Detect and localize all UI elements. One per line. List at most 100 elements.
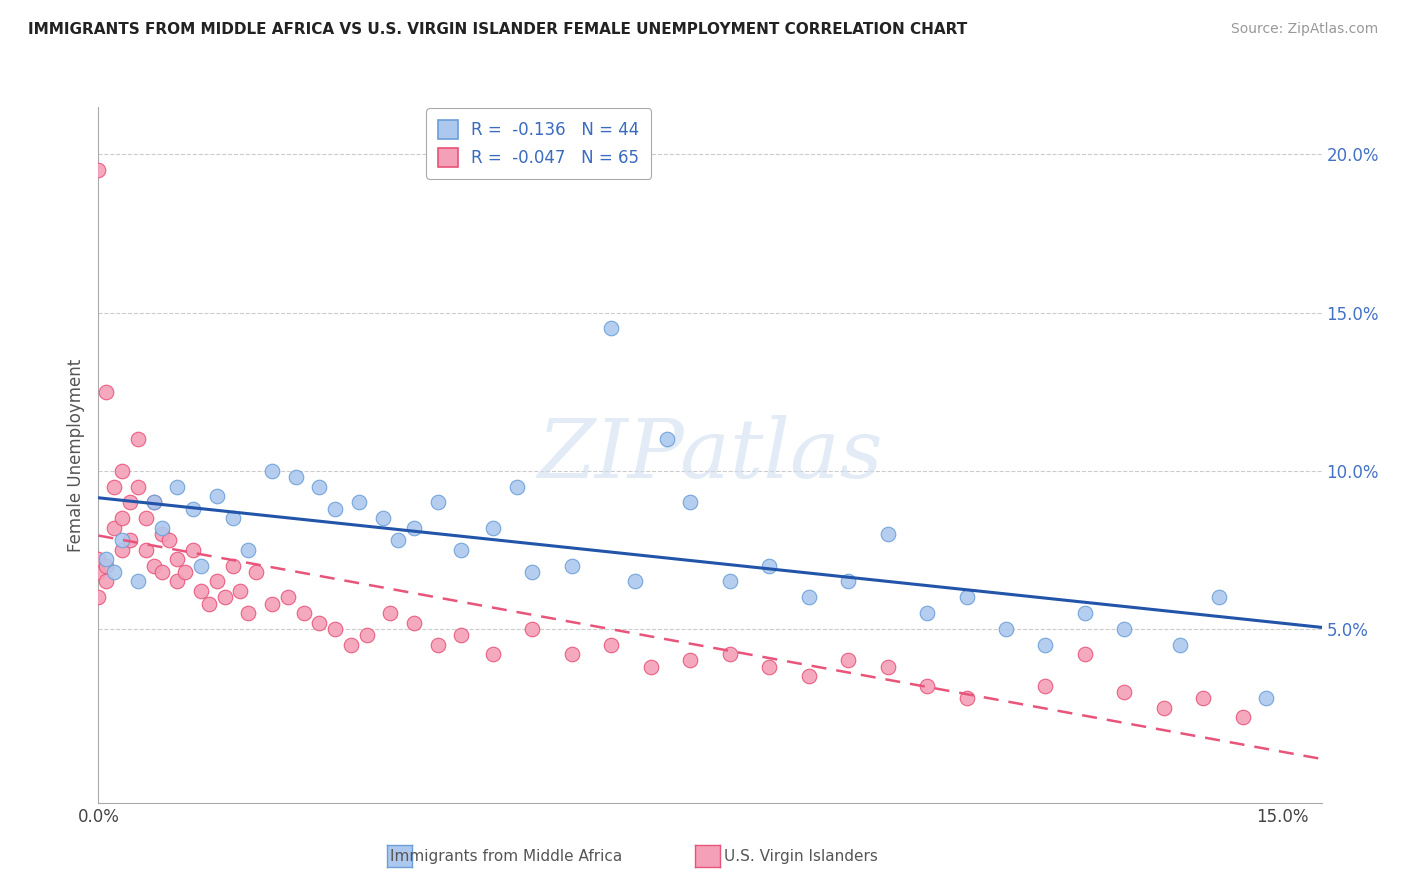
Point bbox=[600, 638, 623, 652]
Point bbox=[214, 591, 236, 605]
Point bbox=[260, 597, 283, 611]
Point bbox=[1074, 606, 1097, 620]
Point bbox=[450, 628, 472, 642]
Point bbox=[522, 622, 544, 636]
Point bbox=[1114, 685, 1136, 699]
Point bbox=[87, 552, 110, 566]
Point bbox=[1256, 691, 1278, 706]
Point bbox=[655, 432, 678, 446]
Point bbox=[797, 669, 820, 683]
Point bbox=[103, 565, 125, 579]
Point bbox=[135, 542, 157, 557]
Point bbox=[118, 495, 141, 509]
Point bbox=[221, 558, 243, 573]
Point bbox=[718, 647, 741, 661]
Point bbox=[229, 583, 252, 598]
Point bbox=[1153, 701, 1175, 715]
Point bbox=[450, 542, 472, 557]
Point bbox=[718, 574, 741, 589]
Point bbox=[600, 321, 623, 335]
Point bbox=[150, 565, 173, 579]
Text: Immigrants from Middle Africa: Immigrants from Middle Africa bbox=[389, 849, 623, 863]
Point bbox=[308, 479, 330, 493]
Point bbox=[387, 533, 409, 548]
Point bbox=[640, 660, 662, 674]
Point bbox=[624, 574, 647, 589]
Point bbox=[166, 574, 188, 589]
Text: IMMIGRANTS FROM MIDDLE AFRICA VS U.S. VIRGIN ISLANDER FEMALE UNEMPLOYMENT CORREL: IMMIGRANTS FROM MIDDLE AFRICA VS U.S. VI… bbox=[28, 22, 967, 37]
Point bbox=[174, 565, 197, 579]
Point bbox=[190, 583, 212, 598]
Point bbox=[103, 479, 125, 493]
Point bbox=[482, 647, 505, 661]
Point bbox=[1168, 638, 1191, 652]
Point bbox=[159, 533, 181, 548]
Point bbox=[127, 479, 149, 493]
Point bbox=[797, 591, 820, 605]
Point bbox=[356, 628, 378, 642]
Point bbox=[876, 660, 898, 674]
Point bbox=[238, 542, 260, 557]
Text: Source: ZipAtlas.com: Source: ZipAtlas.com bbox=[1230, 22, 1378, 37]
Point bbox=[915, 606, 938, 620]
Point bbox=[758, 558, 780, 573]
Text: U.S. Virgin Islanders: U.S. Virgin Islanders bbox=[724, 849, 879, 863]
Text: ZIPatlas: ZIPatlas bbox=[537, 415, 883, 495]
Point bbox=[96, 384, 118, 399]
Point bbox=[323, 501, 346, 516]
Point bbox=[426, 495, 449, 509]
Point bbox=[166, 552, 188, 566]
Point bbox=[142, 558, 165, 573]
Point bbox=[111, 542, 134, 557]
Point bbox=[111, 533, 134, 548]
Point bbox=[522, 565, 544, 579]
Point bbox=[205, 574, 228, 589]
Point bbox=[96, 574, 118, 589]
Point bbox=[260, 464, 283, 478]
Point bbox=[561, 647, 583, 661]
Point bbox=[245, 565, 267, 579]
Point bbox=[96, 558, 118, 573]
Point bbox=[150, 521, 173, 535]
Point bbox=[1035, 679, 1057, 693]
Point bbox=[323, 622, 346, 636]
Point bbox=[426, 638, 449, 652]
Legend: R =  -0.136   N = 44, R =  -0.047   N = 65: R = -0.136 N = 44, R = -0.047 N = 65 bbox=[426, 109, 651, 178]
Point bbox=[118, 533, 141, 548]
Point bbox=[96, 552, 118, 566]
Point bbox=[404, 521, 426, 535]
Point bbox=[837, 653, 859, 667]
Point bbox=[837, 574, 859, 589]
Point bbox=[340, 638, 363, 652]
Point bbox=[679, 653, 702, 667]
Point bbox=[87, 565, 110, 579]
Point bbox=[1208, 591, 1230, 605]
Point bbox=[1192, 691, 1215, 706]
Point bbox=[482, 521, 505, 535]
Point bbox=[876, 527, 898, 541]
Point bbox=[505, 479, 527, 493]
Point bbox=[238, 606, 260, 620]
Point bbox=[915, 679, 938, 693]
Point bbox=[380, 606, 402, 620]
Point bbox=[142, 495, 165, 509]
Point bbox=[308, 615, 330, 630]
Point bbox=[277, 591, 299, 605]
Point bbox=[371, 511, 394, 525]
Point bbox=[111, 511, 134, 525]
Point bbox=[347, 495, 370, 509]
Point bbox=[205, 489, 228, 503]
Point bbox=[111, 464, 134, 478]
Point bbox=[198, 597, 221, 611]
Point bbox=[404, 615, 426, 630]
Point bbox=[190, 558, 212, 573]
Point bbox=[955, 591, 977, 605]
Point bbox=[87, 591, 110, 605]
Point bbox=[103, 521, 125, 535]
Point bbox=[1114, 622, 1136, 636]
Y-axis label: Female Unemployment: Female Unemployment bbox=[66, 359, 84, 551]
Point bbox=[127, 574, 149, 589]
Point bbox=[1232, 710, 1254, 724]
Point bbox=[955, 691, 977, 706]
Point bbox=[679, 495, 702, 509]
